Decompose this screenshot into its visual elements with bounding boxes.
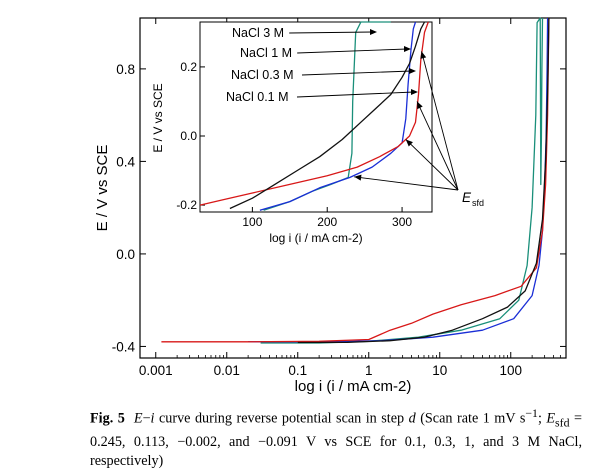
- inset-label-arrow-head: [411, 89, 418, 95]
- main-axis-ticks: 0.001 0.01 0.1 1 10 100 -0.4 0.0 0.4 0.8: [112, 18, 566, 378]
- main-y-tick-label: 0.8: [116, 62, 135, 77]
- inset-x-axis-label: log i (i / mA cm-2): [269, 231, 362, 245]
- inset-label-arrow-line: [301, 70, 413, 76]
- caption-sup: −1: [525, 406, 538, 420]
- main-series-group: [161, 17, 550, 344]
- esfd-arrow-head: [417, 101, 423, 110]
- main-x-tick-label: 10: [432, 363, 447, 378]
- inset-series-line: [199, 21, 429, 206]
- inset-series-label: NaCl 3 M: [232, 26, 284, 40]
- caption-text-1: curve during reverse potential scan in s…: [154, 410, 409, 427]
- inset-plot-area: [199, 21, 433, 213]
- main-x-tick-label: 1: [365, 363, 373, 378]
- caption-var-i: i: [150, 410, 155, 427]
- esfd-arrow-head: [405, 139, 413, 147]
- main-x-tick-label: 0.001: [139, 363, 173, 378]
- caption-text-4: = 0.245, 0.113, −0.002, and −0.091 V vs …: [90, 410, 583, 469]
- main-y-tick-label: 0.0: [116, 247, 135, 262]
- inset-label-arrow-line: [296, 91, 415, 98]
- inset-x-tick-label: 200: [317, 215, 337, 229]
- inset-series-label: NaCl 0.3 M: [231, 68, 294, 82]
- main-x-tick-label: 0.01: [214, 363, 240, 378]
- inset-label-arrow-head: [370, 29, 377, 35]
- inset-series-labels: NaCl 3 M NaCl 1 M NaCl 0.3 M NaCl 0.1 M: [226, 26, 418, 104]
- esfd-arrow-head: [354, 174, 362, 181]
- inset-series-label: NaCl 0.1 M: [226, 90, 289, 104]
- caption-step-var: d: [408, 410, 416, 427]
- esfd-arrow-line: [416, 101, 459, 191]
- main-x-tick-label: 0.1: [288, 363, 307, 378]
- caption-esfd-var: E: [546, 410, 556, 427]
- esfd-subscript: sfd: [472, 198, 484, 208]
- inset-series-label: NaCl 1 M: [240, 46, 292, 60]
- inset-axis-ticks: 100 200 300 -0.2 0.0 0.2: [176, 60, 412, 229]
- caption-text-3: ;: [537, 410, 547, 427]
- main-y-axis-label: E / V vs SCE: [94, 145, 111, 232]
- main-series-line: [161, 17, 550, 343]
- esfd-label: E: [462, 190, 472, 205]
- main-x-axis-label: log i (i / mA cm-2): [295, 378, 412, 395]
- esfd-arrow-head: [420, 51, 427, 59]
- inset-label-arrow-head: [404, 46, 411, 52]
- inset-series-group: [199, 21, 429, 211]
- inset-y-tick-label: -0.2: [176, 198, 197, 212]
- figure-caption: Fig. 5 E−i curve during reverse potentia…: [90, 404, 582, 471]
- caption-esfd-sub: sfd: [555, 415, 570, 430]
- esfd-arrow-line: [354, 176, 459, 191]
- inset-y-tick-label: 0.2: [180, 60, 197, 74]
- inset-label-arrow-head: [409, 68, 416, 74]
- inset-x-tick-label: 300: [392, 215, 412, 229]
- inset-label-arrow-line: [297, 48, 408, 54]
- main-y-tick-label: -0.4: [112, 339, 136, 354]
- main-series-line: [297, 17, 550, 344]
- inset-y-tick-label: 0.0: [180, 129, 197, 143]
- main-y-tick-label: 0.4: [116, 154, 135, 169]
- inset-y-axis-label: E / V vs SCE: [151, 83, 165, 152]
- esfd-arrow-line: [421, 51, 459, 191]
- caption-dash: −: [142, 410, 151, 427]
- caption-var-e: E: [133, 410, 143, 427]
- caption-text-2: (Scan rate 1 mV s: [415, 410, 526, 427]
- chart-figure: 0.001 0.01 0.1 1 10 100 -0.4 0.0 0.4 0.8 log i (i…: [94, 17, 567, 395]
- main-x-tick-label: 100: [499, 363, 522, 378]
- caption-fig-label: Fig. 5: [90, 410, 125, 427]
- esfd-arrow-line: [405, 139, 459, 191]
- inset-series-line: [229, 21, 426, 210]
- inset-label-arrow-line: [289, 31, 374, 34]
- inset-x-tick-label: 100: [242, 215, 262, 229]
